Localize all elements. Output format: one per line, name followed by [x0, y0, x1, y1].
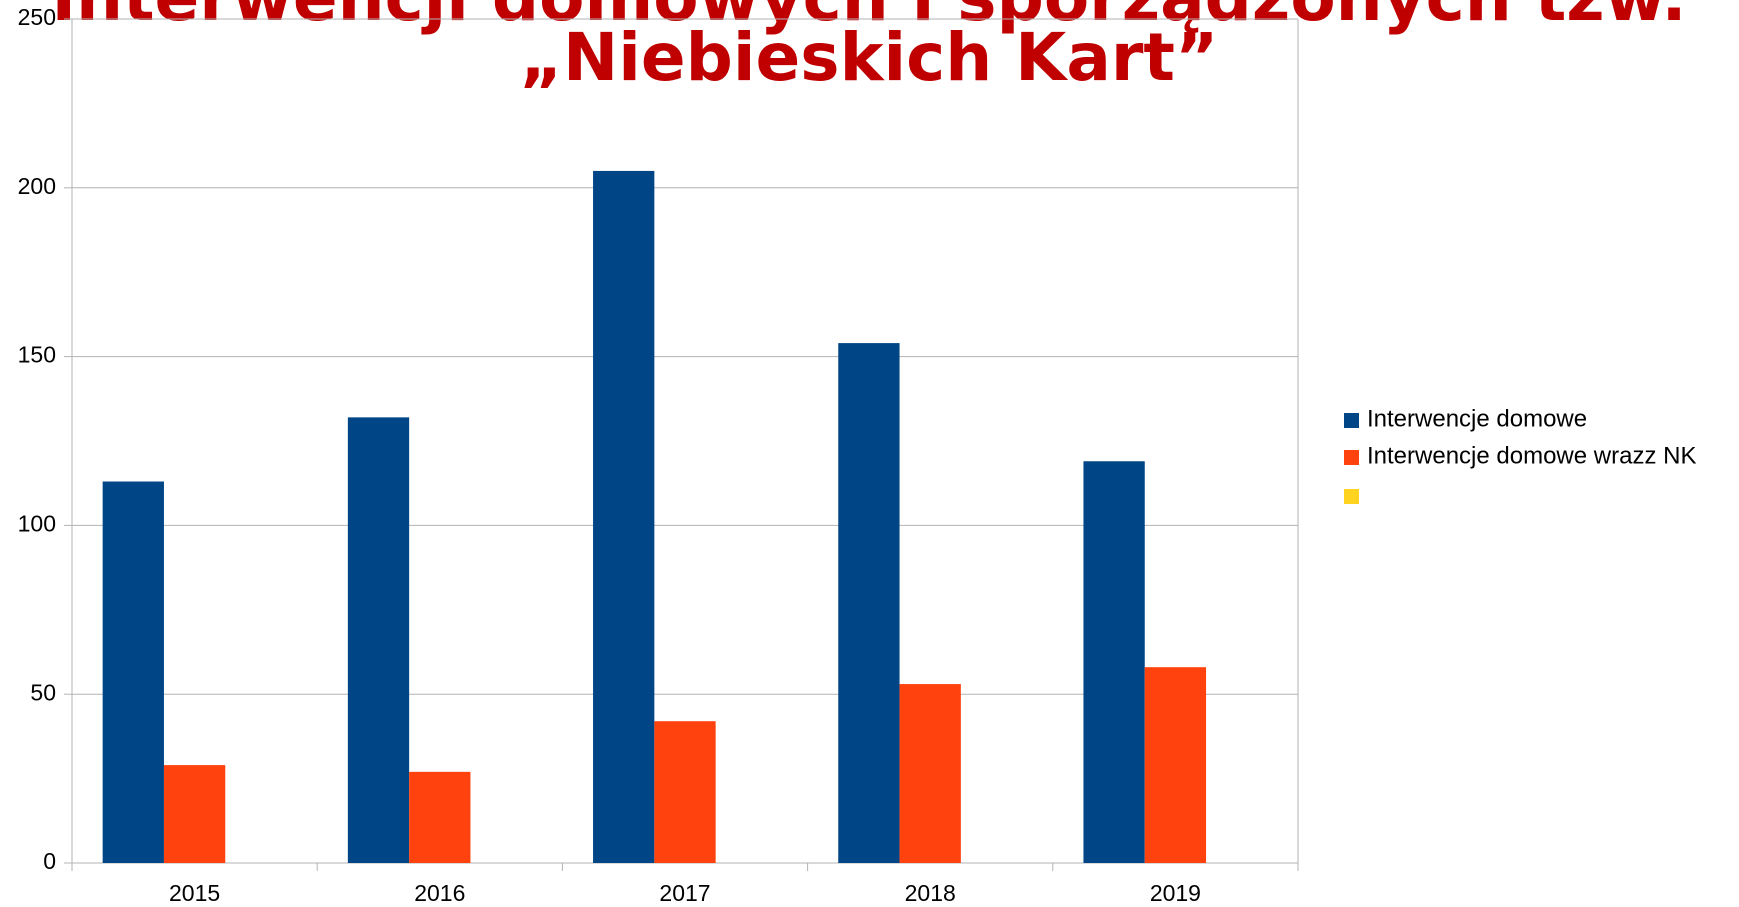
y-tick-label: 250 [18, 4, 56, 30]
bar [102, 481, 164, 863]
bar [409, 771, 471, 863]
legend-swatch [1344, 489, 1359, 504]
x-tick-label: 2015 [169, 880, 220, 906]
chart-title: Interwencji domowych i sporządzonych tzw… [51, 0, 1686, 36]
bar [163, 765, 226, 863]
bar [1144, 667, 1207, 863]
bar [347, 417, 410, 863]
y-tick-label: 200 [18, 173, 56, 199]
x-tick-label: 2016 [414, 880, 465, 906]
legend-label: Interwencje domowe wrazz NK [1367, 442, 1696, 469]
y-tick-label: 100 [18, 510, 56, 536]
y-tick-label: 0 [43, 848, 56, 874]
x-tick-label: 2017 [659, 880, 710, 906]
bar [838, 343, 900, 863]
legend-swatch [1344, 450, 1359, 465]
x-tick-label: 2019 [1150, 880, 1201, 906]
legend-label: Interwencje domowe [1367, 405, 1587, 432]
legend-swatch [1344, 413, 1359, 428]
x-tick-label: 2018 [905, 880, 956, 906]
chart-title: „Niebieskich Kart” [520, 19, 1219, 96]
bar [899, 684, 961, 863]
bar [1083, 461, 1145, 863]
y-tick-label: 50 [30, 679, 56, 705]
y-tick-label: 150 [18, 342, 56, 368]
bar [654, 721, 716, 863]
bar [593, 170, 655, 864]
